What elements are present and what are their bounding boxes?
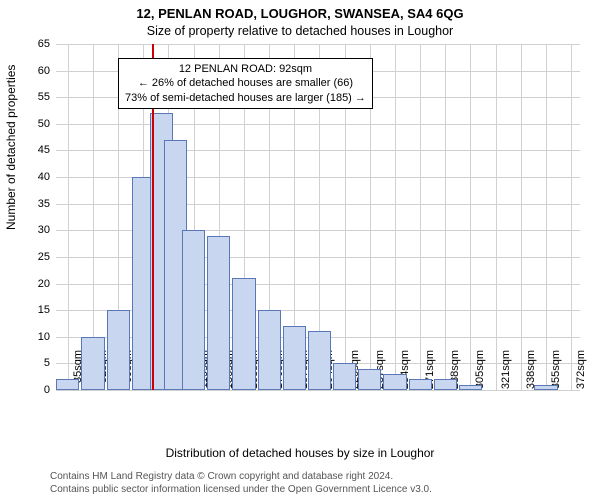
y-tick-label: 15	[20, 304, 50, 316]
grid-line-vertical	[445, 44, 446, 390]
histogram-bar	[459, 385, 482, 390]
histogram-bar	[358, 369, 381, 390]
y-tick-label: 0	[20, 384, 50, 396]
y-tick-label: 45	[20, 144, 50, 156]
histogram-bar	[308, 331, 331, 390]
y-tick-label: 20	[20, 278, 50, 290]
y-tick-label: 30	[20, 224, 50, 236]
y-tick-label: 65	[20, 38, 50, 50]
y-tick-label: 35	[20, 198, 50, 210]
plot-area: 0510152025303540455055606535sqm52sqm69sq…	[56, 44, 580, 390]
histogram-bar	[107, 310, 130, 390]
y-tick-label: 60	[20, 65, 50, 77]
footer-line1: Contains HM Land Registry data © Crown c…	[50, 471, 393, 482]
y-tick-label: 55	[20, 91, 50, 103]
grid-line-vertical	[395, 44, 396, 390]
grid-line-vertical	[496, 44, 497, 390]
grid-line-vertical	[470, 44, 471, 390]
histogram-bar	[283, 326, 306, 390]
annotation-line3: 73% of semi-detached houses are larger (…	[125, 91, 366, 105]
histogram-bar	[258, 310, 281, 390]
annotation-line2: ← 26% of detached houses are smaller (66…	[125, 76, 366, 90]
y-tick-label: 40	[20, 171, 50, 183]
x-axis-label: Distribution of detached houses by size …	[0, 446, 600, 460]
grid-line-horizontal	[56, 150, 580, 151]
chart-title-line1: 12, PENLAN ROAD, LOUGHOR, SWANSEA, SA4 6…	[0, 6, 600, 21]
histogram-bar	[81, 337, 104, 390]
histogram-bar	[434, 379, 457, 390]
histogram-bar	[409, 379, 432, 390]
grid-line-vertical	[521, 44, 522, 390]
chart-container: 12, PENLAN ROAD, LOUGHOR, SWANSEA, SA4 6…	[0, 0, 600, 500]
chart-title-line2: Size of property relative to detached ho…	[0, 24, 600, 38]
y-tick-label: 50	[20, 118, 50, 130]
histogram-bar	[333, 363, 356, 390]
histogram-bar	[207, 236, 230, 390]
y-tick-label: 5	[20, 357, 50, 369]
histogram-bar	[383, 374, 406, 390]
annotation-line1: 12 PENLAN ROAD: 92sqm	[125, 62, 366, 76]
grid-line-horizontal	[56, 44, 580, 45]
y-axis-label: Number of detached properties	[4, 65, 18, 230]
histogram-bar	[534, 385, 557, 390]
annotation-box: 12 PENLAN ROAD: 92sqm← 26% of detached h…	[118, 58, 373, 109]
histogram-bar	[232, 278, 255, 390]
footer-line2: Contains public sector information licen…	[50, 484, 432, 495]
grid-line-vertical	[546, 44, 547, 390]
grid-line-horizontal	[56, 124, 580, 125]
grid-line-vertical	[571, 44, 572, 390]
grid-line-vertical	[420, 44, 421, 390]
histogram-bar	[56, 379, 79, 390]
histogram-bar	[182, 230, 205, 390]
y-tick-label: 10	[20, 331, 50, 343]
y-tick-label: 25	[20, 251, 50, 263]
x-tick-label: 321sqm	[500, 350, 512, 394]
grid-line-vertical	[68, 44, 69, 390]
x-tick-label: 372sqm	[575, 350, 587, 394]
